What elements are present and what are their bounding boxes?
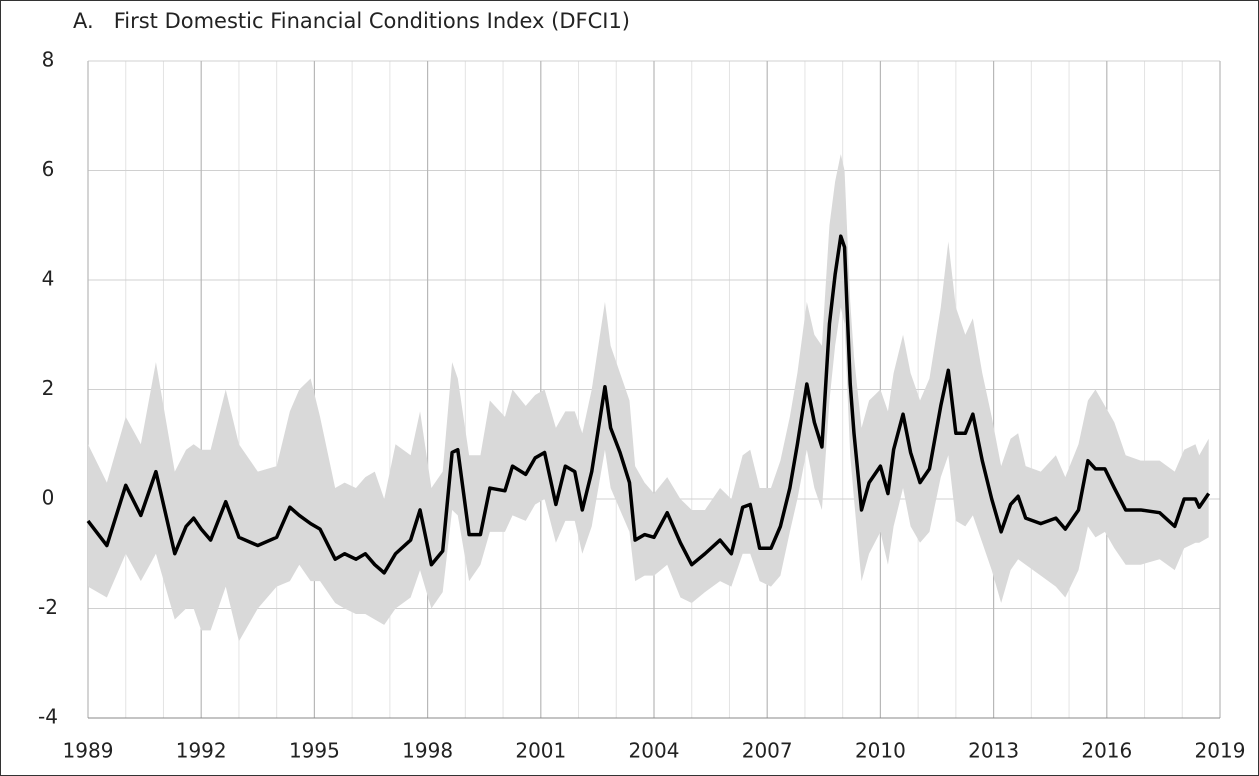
y-tick-label: 0 [42, 486, 55, 510]
chart-title: A. First Domestic Financial Conditions I… [73, 9, 630, 33]
x-tick-label: 2016 [1081, 739, 1132, 763]
x-tick-label: 2004 [629, 739, 680, 763]
x-tick-label: 1998 [402, 739, 453, 763]
index-line [86, 234, 1211, 575]
y-tick-label: -2 [38, 595, 58, 619]
x-tick-label: 1995 [289, 739, 340, 763]
x-tick-label: 2019 [1195, 739, 1246, 763]
x-tick-label: 2013 [968, 739, 1019, 763]
y-tick-label: 8 [42, 48, 55, 72]
x-tick-label: 2001 [515, 739, 566, 763]
x-tick-label: 1989 [63, 739, 114, 763]
y-tick-label: 6 [42, 157, 55, 181]
x-tick-label: 2007 [742, 739, 793, 763]
y-tick-label: -4 [38, 705, 58, 729]
confidence-band [88, 154, 1209, 642]
x-tick-label: 2010 [855, 739, 906, 763]
y-tick-label: 2 [42, 376, 55, 400]
x-tick-label: 1992 [176, 739, 227, 763]
y-tick-label: 4 [42, 267, 55, 291]
